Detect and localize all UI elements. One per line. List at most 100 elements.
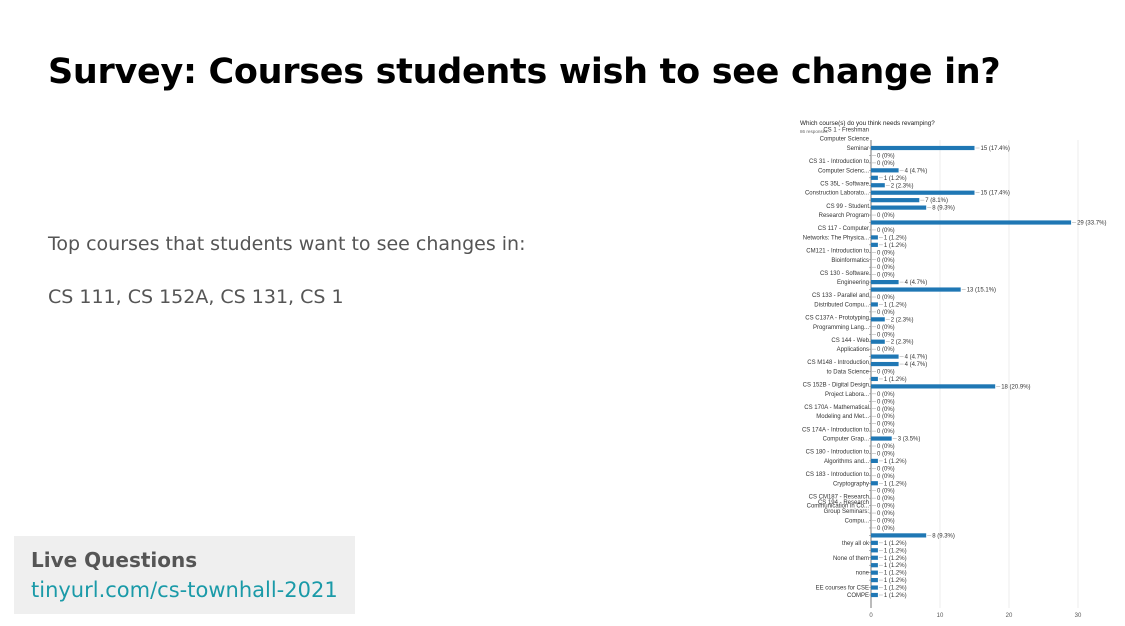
data-label: 1 (1.2%) xyxy=(884,235,907,241)
x-tick-label: 30 xyxy=(1075,613,1082,619)
category-label: Algorithms and... xyxy=(824,459,869,465)
data-label: 4 (4.7%) xyxy=(905,362,928,368)
data-label: 0 (0%) xyxy=(877,422,895,428)
data-label: 2 (2.3%) xyxy=(891,183,914,189)
x-tick-label: 0 xyxy=(869,613,873,619)
data-label: 0 (0%) xyxy=(877,258,895,264)
category-label: Group Seminars: xyxy=(824,509,870,515)
data-label: 0 (0%) xyxy=(877,511,895,517)
data-label: 1 (1.2%) xyxy=(884,563,907,569)
data-label: 3 (3.5%) xyxy=(898,437,921,443)
data-label: 1 (1.2%) xyxy=(884,302,907,308)
data-label: 0 (0%) xyxy=(877,370,895,376)
category-label: Applications xyxy=(837,347,869,353)
category-label: none xyxy=(856,571,870,577)
category-label: CS 1 - Freshman xyxy=(823,127,869,133)
data-label: 1 (1.2%) xyxy=(884,571,907,577)
category-label: Communication in Co... xyxy=(807,504,870,510)
category-label: Construction Laborato... xyxy=(805,191,869,197)
data-label: 0 (0%) xyxy=(877,273,895,279)
data-label: 18 (20.9%) xyxy=(1001,384,1030,390)
data-label: 1 (1.2%) xyxy=(884,377,907,383)
data-label: 0 (0%) xyxy=(877,332,895,338)
data-label: 1 (1.2%) xyxy=(884,176,907,182)
category-label: CM121 - Introduction to xyxy=(806,248,869,254)
data-label: 0 (0%) xyxy=(877,228,895,234)
data-label: 1 (1.2%) xyxy=(884,556,907,562)
category-label: CS M148 - Introduction xyxy=(807,360,869,366)
category-label: Cryptography xyxy=(833,481,869,487)
data-label: 1 (1.2%) xyxy=(884,548,907,554)
data-label: 29 (33.7%) xyxy=(1077,221,1106,227)
bar xyxy=(871,361,899,367)
data-label: 1 (1.2%) xyxy=(884,578,907,584)
category-label: Modeling and Met... xyxy=(816,414,869,420)
category-label: CS CM187 - Research xyxy=(809,494,869,500)
category-label: CS 170A - Mathematical xyxy=(804,405,869,411)
category-label: CS 180 - Introduction to xyxy=(806,450,870,456)
bar xyxy=(871,585,878,590)
bar xyxy=(871,198,920,203)
data-label: 0 (0%) xyxy=(877,325,895,331)
category-label: Computer Scienc... xyxy=(818,168,869,174)
data-label: 0 (0%) xyxy=(877,414,895,420)
category-label: CS 31 - Introduction to xyxy=(809,159,870,165)
survey-bar-chart: Which course(s) do you think needs revam… xyxy=(800,120,1106,619)
category-label: Computer Grap... xyxy=(823,437,870,443)
bar xyxy=(871,592,878,598)
category-label: Bioinformatics xyxy=(831,258,869,264)
category-label: CS 174A - Introduction to xyxy=(802,427,870,433)
bar xyxy=(871,384,996,389)
bar xyxy=(871,242,878,247)
bar xyxy=(871,175,878,180)
data-label: 4 (4.7%) xyxy=(905,355,928,361)
data-label: 0 (0%) xyxy=(877,451,895,457)
data-label: 2 (2.3%) xyxy=(891,317,914,323)
category-label: CS 194 - Research xyxy=(818,500,869,506)
data-label: 13 (15.1%) xyxy=(967,288,996,294)
category-label: Engineering xyxy=(837,280,869,286)
category-label: Project Labora... xyxy=(825,392,869,398)
category-label: CS 99 - Student xyxy=(826,204,869,210)
live-questions-box: Live Questions tinyurl.com/cs-townhall-2… xyxy=(14,536,355,614)
data-label: 0 (0%) xyxy=(877,347,895,353)
category-label: Research Program xyxy=(819,213,869,219)
data-label: 0 (0%) xyxy=(877,295,895,301)
category-label: CS 35L - Software xyxy=(820,181,869,187)
bar xyxy=(871,287,961,292)
data-label: 0 (0%) xyxy=(877,466,895,472)
bar xyxy=(871,220,1072,225)
category-label: Compu... xyxy=(845,519,870,525)
data-label: 4 (4.7%) xyxy=(905,280,928,286)
category-label: CS 130 - Software xyxy=(820,271,870,277)
data-label: 7 (8.1%) xyxy=(925,198,948,204)
category-label: Distributed Compu... xyxy=(814,302,869,308)
x-tick-label: 20 xyxy=(1006,613,1013,619)
live-questions-heading: Live Questions xyxy=(31,548,198,572)
category-label: CS 144 - Web xyxy=(831,338,869,344)
data-label: 4 (4.7%) xyxy=(905,168,928,174)
bar xyxy=(871,578,878,583)
bar xyxy=(871,183,885,188)
live-questions-link[interactable]: tinyurl.com/cs-townhall-2021 xyxy=(31,578,338,602)
bar xyxy=(871,317,885,322)
data-label: 1 (1.2%) xyxy=(884,593,907,599)
bar xyxy=(871,540,878,545)
chart-title: Which course(s) do you think needs revam… xyxy=(800,120,935,127)
data-label: 1 (1.2%) xyxy=(884,541,907,547)
category-label: Computer Science xyxy=(820,137,870,143)
bar xyxy=(871,436,892,441)
data-label: 1 (1.2%) xyxy=(884,459,907,465)
data-label: 0 (0%) xyxy=(877,161,895,167)
data-label: 0 (0%) xyxy=(877,407,895,413)
x-tick-label: 10 xyxy=(937,613,944,619)
bar xyxy=(871,555,878,560)
data-label: 0 (0%) xyxy=(877,489,895,495)
category-label: CS C137A - Prototyping xyxy=(805,316,869,322)
data-label: 0 (0%) xyxy=(877,526,895,532)
slide-title: Survey: Courses students wish to see cha… xyxy=(48,52,1001,92)
category-label: Programming Lang... xyxy=(813,325,869,331)
category-label: Networks: The Physica... xyxy=(803,235,870,241)
data-label: 15 (17.4%) xyxy=(981,191,1010,197)
data-label: 1 (1.2%) xyxy=(884,481,907,487)
